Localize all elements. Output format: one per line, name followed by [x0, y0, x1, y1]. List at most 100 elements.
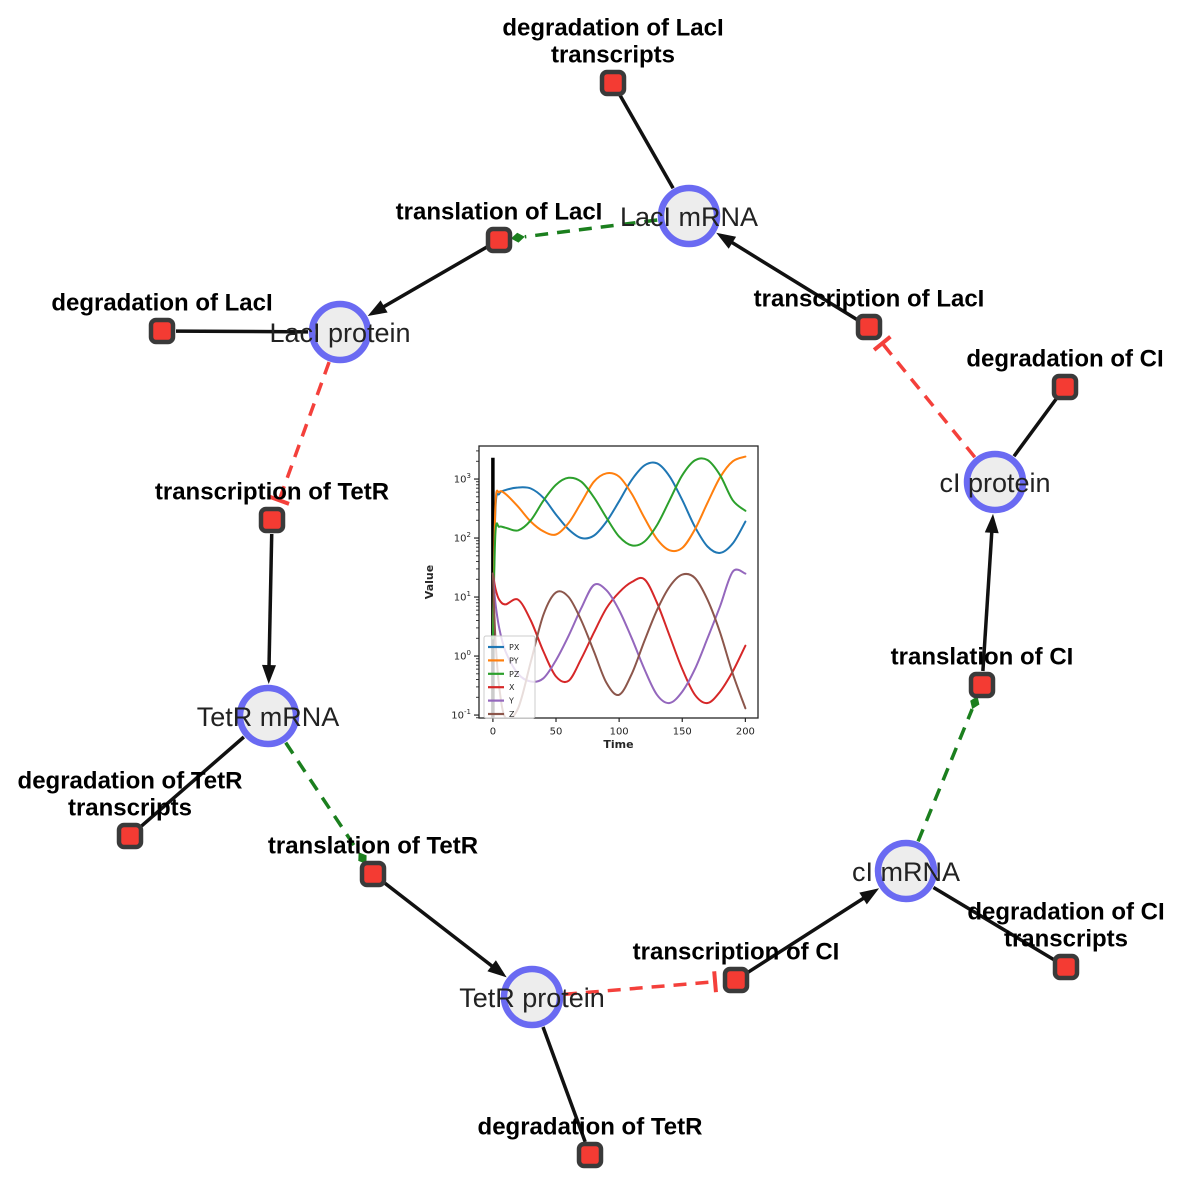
y-axis-label: Value: [423, 565, 436, 599]
arrowhead: [262, 664, 276, 684]
species-node-ci_mrna[interactable]: [874, 839, 938, 903]
x-axis-label: Time: [603, 738, 633, 751]
edge-line: [267, 533, 274, 670]
legend-label-PX: PX: [509, 643, 520, 652]
species-node-laci_mrna[interactable]: [657, 184, 721, 248]
reaction-node-transl_ci[interactable]: [968, 671, 996, 699]
edge-line: [383, 881, 496, 970]
edge-line: [880, 342, 977, 459]
x-tick-label: 50: [550, 727, 563, 738]
edge-line: [139, 735, 246, 829]
edge-modifier-ci_mrna-transl_ci: [916, 696, 980, 843]
species-label-laci_mrna: LacI mRNA: [620, 202, 758, 232]
legend-label-Y: Y: [508, 697, 514, 706]
y-tick-label: 10-1: [451, 708, 471, 722]
species-node-ci_prot[interactable]: [963, 450, 1027, 514]
x-tick-label: 0: [490, 727, 496, 738]
reaction-label-transl_ci-line1: translation of CI: [891, 644, 1074, 671]
reaction-label-deg_tetr_tr-line1: degradation of TetR: [18, 768, 243, 795]
axes-spines: [478, 445, 759, 719]
species-node-laci_prot[interactable]: [308, 300, 372, 364]
legend-label-Z: Z: [509, 710, 515, 719]
x-tick-label: 150: [673, 727, 692, 738]
species-node-tetr_mrna[interactable]: [236, 684, 300, 748]
edge-line: [1012, 397, 1059, 458]
reaction-node-deg_tetr[interactable]: [576, 1141, 604, 1169]
edge-consumption-laci_mrna-deg_laci_tr: [618, 94, 675, 190]
reaction-label-deg_laci_tr-line2: transcripts: [551, 42, 675, 69]
edges-layer: [139, 94, 1059, 1143]
arrowhead: [716, 232, 737, 249]
reaction-node-deg_ci_tr[interactable]: [1052, 953, 1080, 981]
legend-label-PZ: PZ: [509, 670, 520, 679]
reaction-label-transc_ci-line1: transcription of CI: [633, 939, 840, 966]
edge-line: [932, 885, 1055, 962]
tbar-inhibitor-head: [712, 971, 718, 993]
y-tick-label: 103: [454, 472, 471, 486]
edge-consumption-ci_prot-deg_ci: [1012, 397, 1059, 458]
series-line-PX: [491, 461, 747, 640]
diamond-arrowhead: [970, 696, 980, 710]
species-label-ci_mrna: cI mRNA: [852, 857, 960, 887]
legend-label-X: X: [509, 683, 515, 692]
reaction-node-transc_tetr[interactable]: [258, 506, 286, 534]
edge-line: [981, 528, 994, 672]
species-label-laci_prot: LacI protein: [269, 318, 410, 348]
edge-line: [379, 245, 488, 310]
series-line-PY: [491, 455, 747, 640]
arrowhead: [859, 888, 880, 905]
arrowhead: [984, 513, 999, 534]
reaction-node-transl_tetr[interactable]: [359, 860, 387, 888]
reaction-label-transc_tetr-line1: transcription of TetR: [155, 479, 389, 506]
reaction-node-deg_ci[interactable]: [1051, 373, 1079, 401]
reaction-node-transc_ci[interactable]: [722, 966, 750, 994]
y-tick-label: 101: [454, 590, 471, 604]
edge-consumption-tetr_prot-deg_tetr: [541, 1026, 587, 1143]
edge-inhibition-tetr_prot-transc_ci: [563, 971, 718, 997]
edge-line: [524, 218, 658, 239]
edge-line: [728, 239, 859, 322]
x-tick-label: 200: [736, 727, 755, 738]
species-label-tetr_prot: TetR protein: [459, 983, 605, 1013]
reaction-label-deg_laci_tr-line1: degradation of LacI: [502, 15, 723, 42]
reaction-node-transc_laci[interactable]: [855, 313, 883, 341]
edge-consumption-tetr_mrna-deg_tetr_tr: [139, 735, 246, 829]
legend-box: [483, 635, 536, 719]
y-tick-label: 102: [454, 531, 471, 545]
series-line-X: [491, 572, 747, 705]
reaction-label-transc_laci-line1: transcription of LacI: [754, 286, 985, 313]
tbar-inhibitor-head: [872, 335, 892, 352]
tbar-inhibitor-head: [268, 494, 290, 506]
edge-inhibition-ci_prot-transc_laci: [872, 335, 977, 459]
edge-line: [746, 894, 868, 974]
edge-line: [175, 329, 309, 334]
reaction-node-transl_laci[interactable]: [485, 226, 513, 254]
series-line-PZ: [491, 457, 747, 640]
edge-production-transl_tetr-tetr_prot: [383, 881, 507, 978]
edge-line: [916, 708, 974, 843]
reaction-node-deg_laci_tr[interactable]: [599, 69, 627, 97]
edge-line: [277, 361, 331, 501]
reaction-label-deg_laci-line1: degradation of LacI: [51, 290, 272, 317]
edge-consumption-ci_mrna-deg_ci_tr: [932, 885, 1055, 962]
species-node-tetr_prot[interactable]: [500, 965, 564, 1029]
diamond-arrowhead: [358, 852, 367, 864]
edge-production-transc_ci-ci_mrna: [746, 888, 880, 974]
edge-production-transl_laci-laci_prot: [367, 245, 488, 316]
y-tick-label: 100: [454, 649, 471, 663]
legend-label-PY: PY: [509, 656, 519, 665]
reaction-node-deg_laci[interactable]: [148, 317, 176, 345]
species-label-ci_prot: cI protein: [939, 468, 1050, 498]
reaction-label-transl_laci-line1: translation of LacI: [396, 199, 603, 226]
reaction-label-deg_ci-line1: degradation of CI: [966, 346, 1163, 373]
edge-production-transc_laci-laci_mrna: [716, 232, 859, 322]
reaction-label-deg_ci_tr-line2: transcripts: [1004, 926, 1128, 953]
timecourse-inset-chart: 0 50 100 150 200 10-1 100 101 102 103 Time Value PX P…: [423, 445, 759, 751]
reaction-label-transl_tetr-line1: translation of TetR: [268, 833, 478, 860]
diamond-arrowhead: [510, 232, 525, 243]
reaction-node-deg_tetr_tr[interactable]: [116, 822, 144, 850]
arrowhead: [367, 300, 388, 316]
edge-inhibition-laci_prot-transc_tetr: [268, 361, 331, 506]
